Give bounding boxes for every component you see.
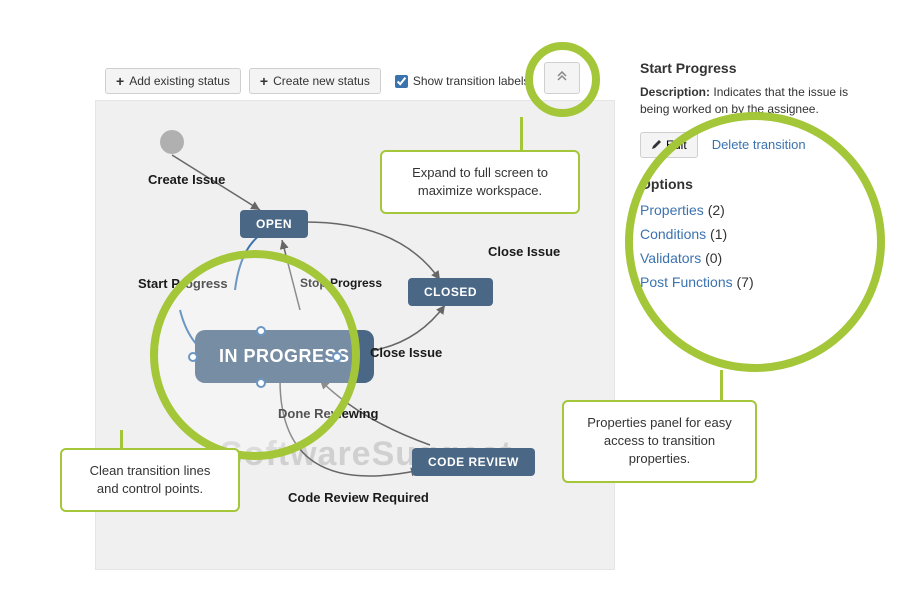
create-new-status-button[interactable]: + Create new status — [249, 68, 381, 94]
transition-label: Close Issue — [488, 244, 560, 259]
pencil-icon — [651, 139, 662, 150]
button-label: Create new status — [273, 74, 370, 88]
resize-handle[interactable] — [256, 378, 266, 388]
options-title: Options — [640, 176, 870, 192]
resize-handle[interactable] — [256, 326, 266, 336]
transition-label: Start Progress — [138, 276, 228, 291]
node-closed[interactable]: CLOSED — [408, 278, 493, 306]
callout-expand: Expand to full screen to maximize worksp… — [380, 150, 580, 214]
option-properties[interactable]: Properties (2) — [640, 202, 870, 218]
callout-transitions: Clean transition lines and control point… — [60, 448, 240, 512]
panel-description: Description: Indicates that the issue is… — [640, 84, 870, 118]
panel-title: Start Progress — [640, 60, 870, 76]
option-validators[interactable]: Validators (0) — [640, 250, 870, 266]
plus-icon: + — [260, 74, 268, 88]
resize-handle[interactable] — [188, 352, 198, 362]
callout-properties: Properties panel for easy access to tran… — [562, 400, 757, 483]
expand-fullscreen-button[interactable] — [544, 62, 580, 94]
button-label: Edit — [666, 138, 687, 152]
properties-panel: Start Progress Description: Indicates th… — [640, 60, 870, 298]
transition-label: Done Reviewing — [278, 406, 378, 421]
workflow-start-node[interactable] — [160, 130, 184, 154]
transition-label: Code Review Required — [288, 490, 429, 505]
edit-button[interactable]: Edit — [640, 132, 698, 158]
node-open[interactable]: OPEN — [240, 210, 308, 238]
button-label: Add existing status — [129, 74, 230, 88]
node-code-review[interactable]: CODE REVIEW — [412, 448, 535, 476]
checkbox-input[interactable] — [395, 75, 408, 88]
option-functions[interactable]: Post Functions (7) — [640, 274, 870, 290]
node-in-progress[interactable]: IN PROGRESS — [195, 330, 374, 383]
plus-icon: + — [116, 74, 124, 88]
show-labels-checkbox[interactable]: Show transition labels — [395, 74, 530, 88]
options-section: Options Properties (2) Conditions (1) Va… — [640, 176, 870, 290]
expand-icon — [555, 71, 569, 85]
transition-label: Close Issue — [370, 345, 442, 360]
checkbox-label: Show transition labels — [413, 74, 530, 88]
add-existing-status-button[interactable]: + Add existing status — [105, 68, 241, 94]
transition-label: Stop Progress — [300, 276, 382, 290]
delete-transition-link[interactable]: Delete transition — [712, 137, 806, 152]
resize-handle[interactable] — [332, 352, 342, 362]
transition-label: Create Issue — [148, 172, 225, 187]
toolbar: + Add existing status + Create new statu… — [105, 68, 530, 94]
callout-connector — [120, 430, 123, 450]
option-conditions[interactable]: Conditions (1) — [640, 226, 870, 242]
